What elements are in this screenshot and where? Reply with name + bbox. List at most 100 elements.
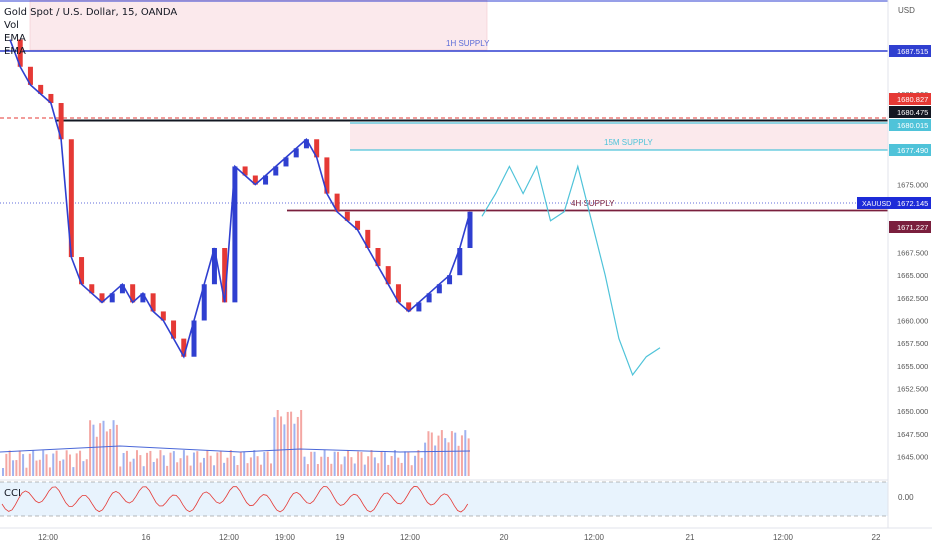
time-tick-label: 22 [872, 533, 881, 542]
volume-bars [2, 410, 470, 476]
cci-line [1, 485, 469, 513]
candle [293, 148, 299, 158]
volume-bar [233, 455, 236, 476]
volume-bar [303, 456, 306, 476]
time-tick-label: 12:00 [38, 533, 59, 542]
candle [365, 229, 371, 248]
price-tick-label: 1687.515 [897, 67, 928, 76]
candle [395, 284, 401, 303]
volume-bar [18, 450, 21, 476]
symbol-title[interactable]: Gold Spot / U.S. Dollar, 15, OANDA [4, 7, 178, 18]
price-tick-label: 1650.000 [897, 407, 928, 416]
volume-bar [377, 463, 380, 476]
volume-bar [99, 423, 102, 476]
price-candles [17, 39, 473, 357]
volume-bar [320, 456, 323, 476]
price-tick-label: 1677.490 [897, 158, 928, 167]
volume-bar [393, 450, 396, 476]
volume-bar [219, 451, 222, 476]
cci-label[interactable]: CCI [4, 488, 21, 499]
candle [324, 157, 330, 194]
indicator-vol[interactable]: Vol [4, 20, 19, 31]
price-tick-label: 1680.015 [897, 135, 928, 144]
indicator-ema-1[interactable]: EMA [4, 33, 26, 44]
price-badge [889, 93, 931, 105]
price-badge [889, 119, 931, 131]
volume-bar [367, 456, 370, 476]
candle [38, 84, 44, 94]
volume-bar [122, 453, 125, 476]
chart-legend: Gold Spot / U.S. Dollar, 15, OANDA Vol E… [4, 6, 177, 58]
volume-bar [28, 453, 31, 476]
volume-bar [397, 457, 400, 476]
volume-bar [159, 450, 162, 476]
volume-bar [350, 457, 353, 476]
symbol-badge [857, 197, 889, 209]
volume-bar [373, 457, 376, 476]
candle [406, 302, 412, 312]
volume-bar [179, 458, 182, 476]
candle [334, 193, 340, 212]
volume-bar [300, 410, 303, 476]
price-badge [889, 221, 931, 233]
volume-bar [209, 455, 212, 476]
price-badge-text: 1671.227 [897, 223, 928, 232]
volume-bar [270, 463, 272, 476]
volume-bar [450, 431, 453, 476]
volume-bar [313, 451, 316, 476]
time-tick-label: 19:00 [275, 533, 296, 542]
volume-bar [189, 465, 192, 476]
volume-bar [424, 442, 427, 476]
price-badge-text: 1687.515 [897, 47, 928, 56]
candle [385, 266, 391, 285]
volume-bar [129, 461, 132, 476]
price-tick-label: 1662.500 [897, 294, 928, 303]
volume-bar [105, 431, 108, 476]
candle [160, 311, 166, 321]
volume-bar [286, 411, 289, 476]
volume-bar [42, 450, 45, 476]
volume-bar [112, 420, 115, 476]
candle [211, 248, 217, 285]
candle [119, 284, 125, 294]
volume-bar [246, 463, 249, 476]
volume-bar [136, 450, 138, 476]
indicator-ema-2[interactable]: EMA [4, 46, 26, 57]
candle [355, 220, 361, 230]
volume-bar [169, 452, 172, 476]
price-badges: 1687.515 1680.827 1680.475 1680.015 1677.490… [889, 45, 931, 233]
volume-bar [8, 450, 11, 476]
volume-bar [142, 466, 145, 476]
volume-bar [192, 452, 195, 476]
price-tick-label: 1675.000 [897, 181, 928, 190]
candle [232, 166, 238, 303]
volume-bar [89, 420, 92, 476]
price-badge-text: 1680.475 [897, 108, 928, 117]
candle [447, 275, 453, 285]
candle [436, 284, 442, 294]
volume-bar [316, 464, 319, 476]
volume-bar [380, 451, 383, 476]
volume-bar [65, 450, 68, 476]
volume-bar [206, 450, 209, 476]
volume-bar [437, 435, 440, 476]
candle [201, 284, 207, 321]
volume-bar [25, 467, 28, 476]
volume-bar [404, 451, 406, 476]
volume-bar [186, 455, 189, 476]
volume-bar [156, 458, 159, 476]
volume-bar [229, 450, 232, 476]
price-tick-label: 1645.000 [897, 452, 928, 461]
volume-bar [249, 457, 252, 476]
volume-bar [45, 454, 48, 476]
price-axis-ticks: 1690.0001687.5151685.0001680.8271680.475… [897, 45, 928, 462]
candle [426, 293, 432, 303]
symbol-badge-text: XAUUSD [862, 201, 891, 208]
volume-bar [115, 424, 118, 476]
axis-currency-label: USD [898, 6, 915, 15]
volume-bar [125, 450, 128, 476]
volume-bar [420, 457, 423, 476]
volume-bar [440, 430, 443, 476]
volume-bar [102, 420, 105, 476]
